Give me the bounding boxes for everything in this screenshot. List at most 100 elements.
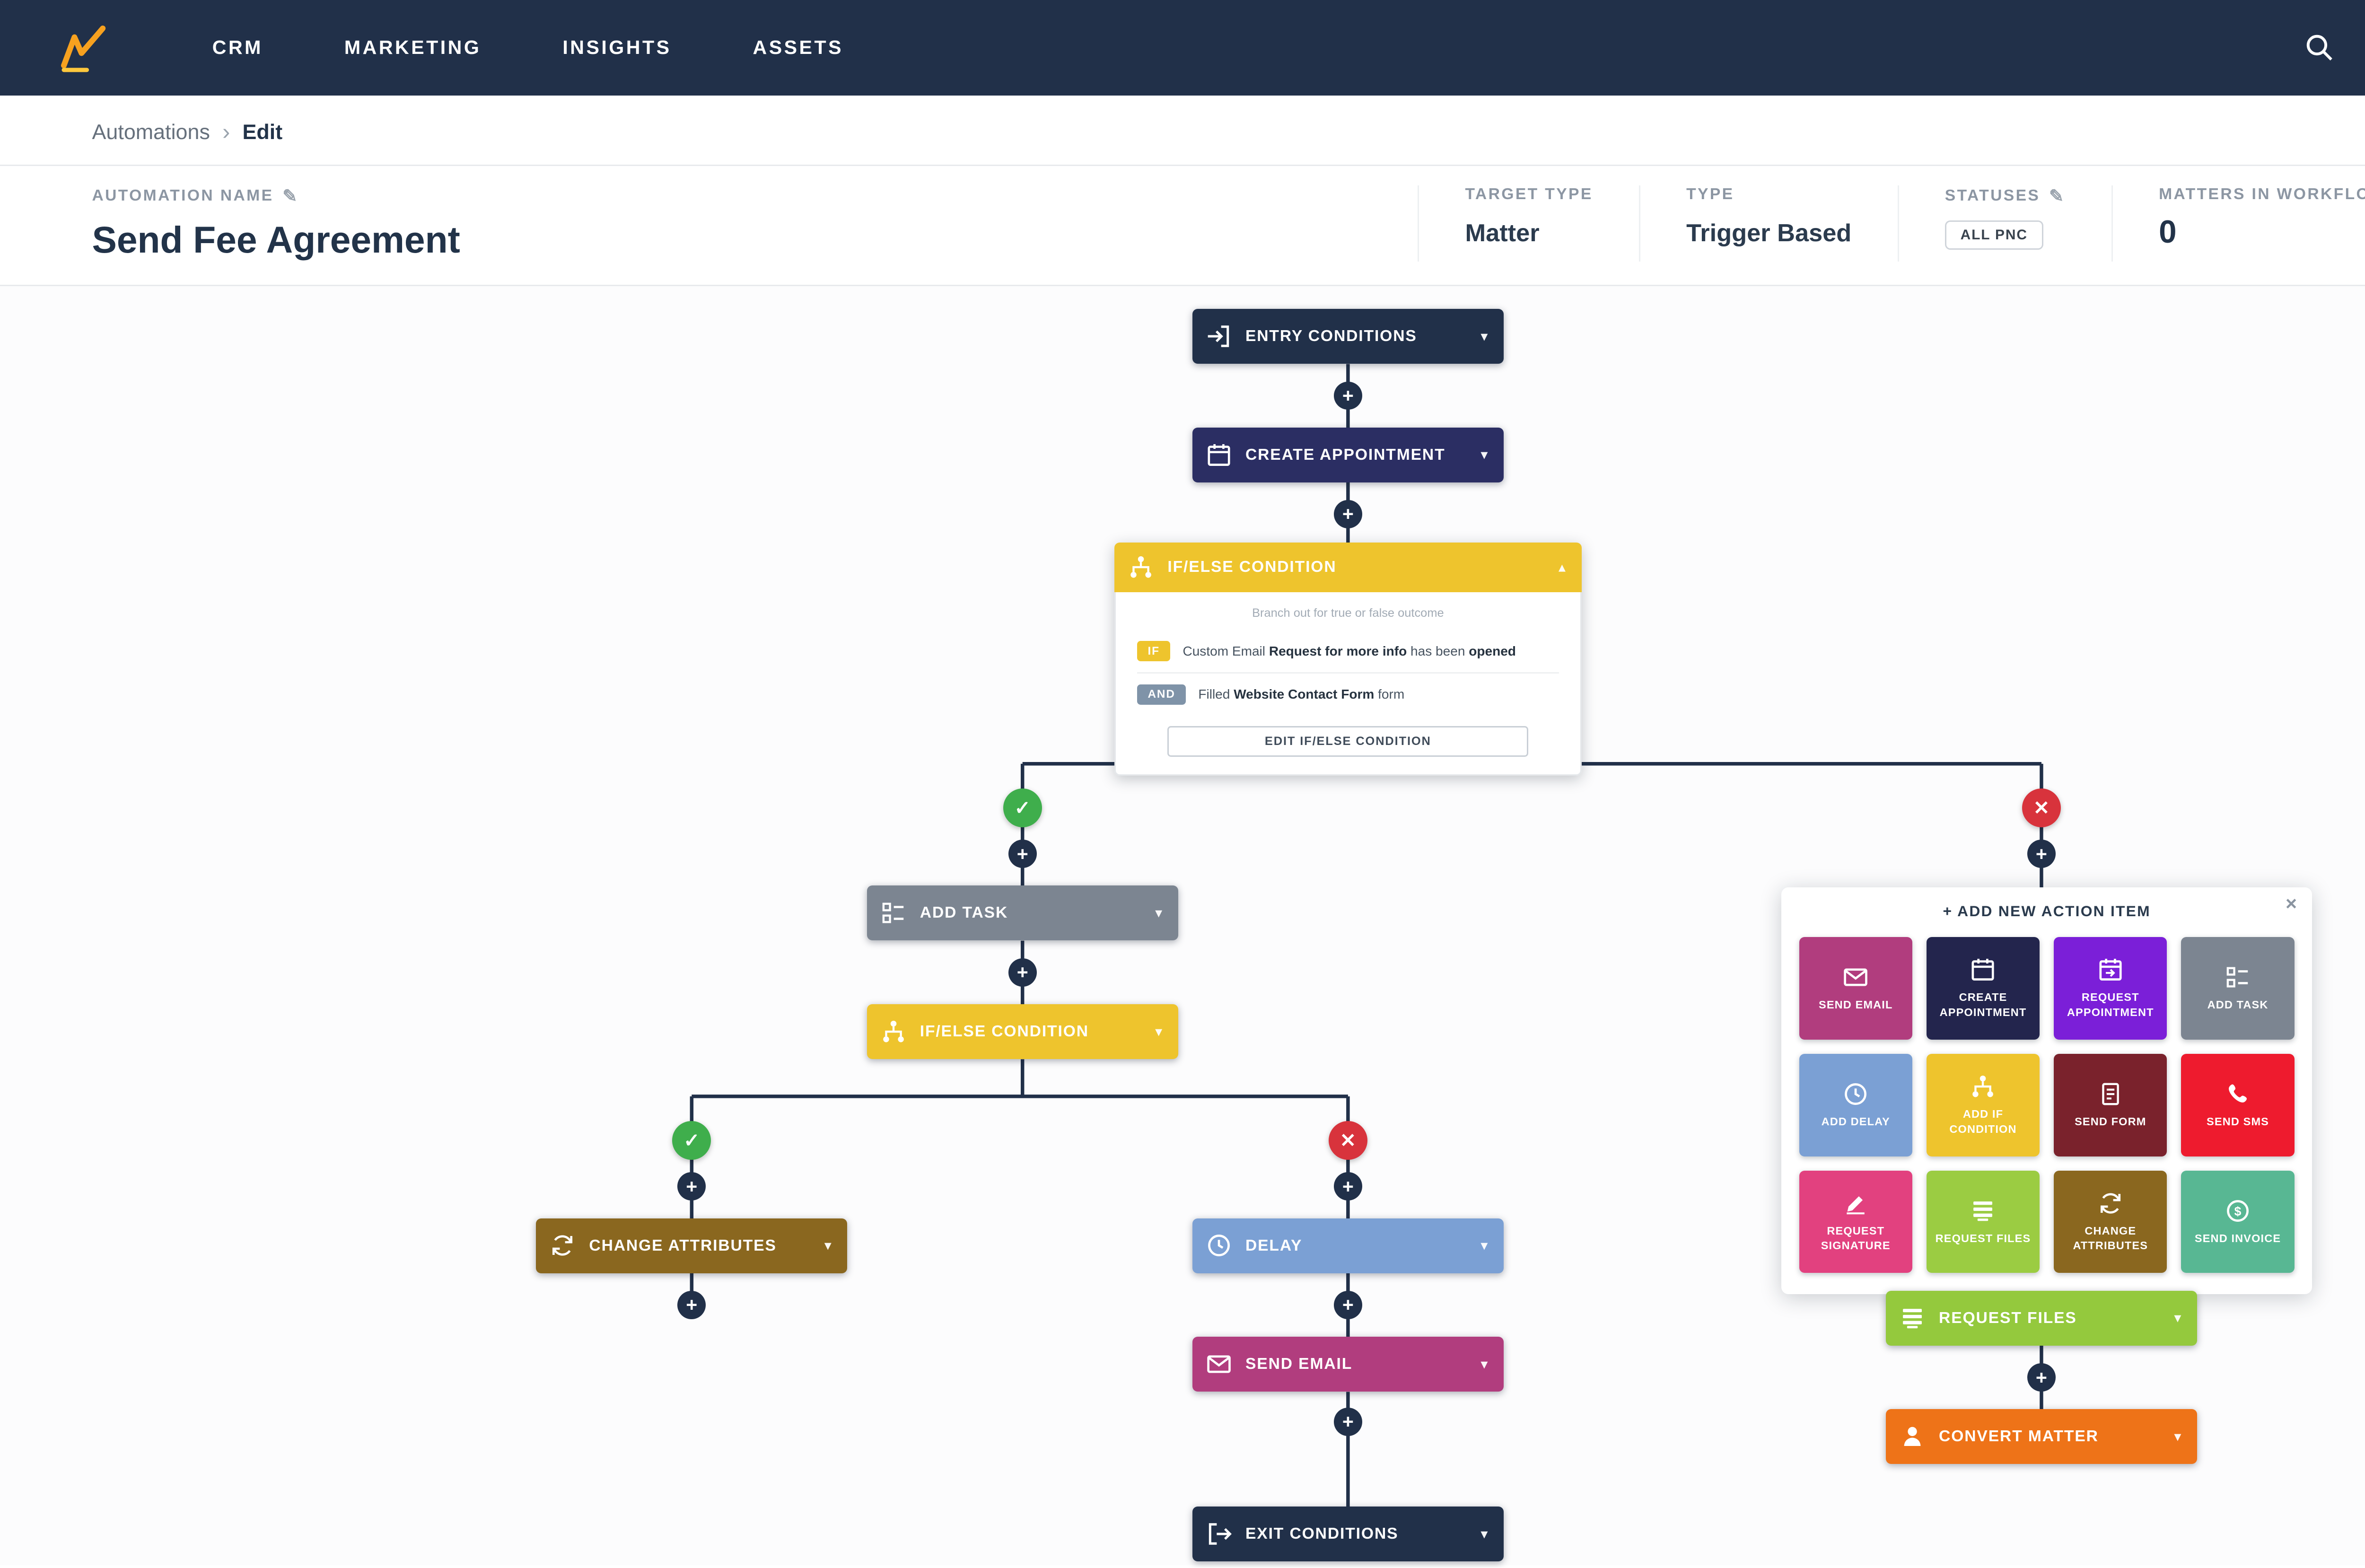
statuses-label: STATUSES xyxy=(1945,186,2041,204)
action-tile-send-sms[interactable]: SEND SMS xyxy=(2181,1053,2295,1156)
node-label: CONVERT MATTER xyxy=(1939,1428,2099,1445)
add-step-button[interactable]: + xyxy=(2027,840,2056,868)
add-step-button[interactable]: + xyxy=(1333,500,1362,528)
add-step-button[interactable]: + xyxy=(2027,1363,2056,1392)
matters-label: MATTERS IN WORKFLOW xyxy=(2159,185,2365,203)
and-badge: AND xyxy=(1137,684,1186,705)
automation-header: AUTOMATION NAME ✎ Send Fee Agreement TAR… xyxy=(0,166,2365,286)
add-step-button[interactable]: + xyxy=(1008,958,1037,987)
sign-out-icon xyxy=(1192,1521,1245,1547)
node-label: ADD TASK xyxy=(920,904,1008,922)
tile-label: SEND FORM xyxy=(2075,1115,2146,1128)
action-tile-send-email[interactable]: SEND EMAIL xyxy=(1799,937,1912,1040)
tile-label: REQUEST APPOINTMENT xyxy=(2067,991,2154,1018)
tile-label: REQUEST FILES xyxy=(1935,1232,2031,1244)
calendar-req-icon xyxy=(2097,956,2124,983)
form-icon xyxy=(2097,1081,2124,1107)
clock-icon xyxy=(1842,1081,1869,1107)
edit-statuses-pencil-icon[interactable]: ✎ xyxy=(2049,185,2066,206)
node-add-task[interactable]: ADD TASK ▾ xyxy=(867,885,1178,941)
node-change-attributes[interactable]: CHANGE ATTRIBUTES ▾ xyxy=(536,1218,848,1273)
node-request-files[interactable]: REQUEST FILES ▾ xyxy=(1885,1290,2198,1346)
node-convert-matter[interactable]: CONVERT MATTER ▾ xyxy=(1885,1409,2198,1464)
caret-down-icon[interactable]: ▾ xyxy=(2174,1428,2181,1445)
node-create-appointment[interactable]: CREATE APPOINTMENT ▾ xyxy=(1192,427,1504,482)
node-entry-conditions[interactable]: ENTRY CONDITIONS ▾ xyxy=(1192,309,1504,364)
breadcrumb-automations[interactable]: Automations xyxy=(92,119,210,144)
caret-down-icon[interactable]: ▾ xyxy=(1480,1356,1488,1372)
branch-icon xyxy=(867,1018,920,1045)
statuses-badge: ALL PNC xyxy=(1945,220,2043,250)
close-icon[interactable]: × xyxy=(2286,893,2298,915)
caret-down-icon[interactable]: ▾ xyxy=(1480,1238,1488,1254)
node-label: EXIT CONDITIONS xyxy=(1245,1525,1399,1543)
edit-name-pencil-icon[interactable]: ✎ xyxy=(282,185,299,206)
search-icon[interactable] xyxy=(2304,32,2335,63)
add-step-button[interactable]: + xyxy=(1333,1172,1362,1201)
add-step-button[interactable]: + xyxy=(1333,381,1362,410)
nav-item-insights[interactable]: INSIGHTS xyxy=(562,36,672,59)
tile-label: CHANGE ATTRIBUTES xyxy=(2073,1224,2148,1252)
add-step-button[interactable]: + xyxy=(1333,1290,1362,1319)
edit-ifelse-button[interactable]: EDIT IF/ELSE CONDITION xyxy=(1167,726,1529,757)
stat-matters: MATTERS IN WORKFLOW 0 xyxy=(2111,185,2365,262)
caret-down-icon[interactable]: ▾ xyxy=(1155,905,1163,921)
add-step-button[interactable]: + xyxy=(677,1172,706,1201)
action-tile-add-if-condition[interactable]: ADD IF CONDITION xyxy=(1926,1053,2040,1156)
nav-item-crm[interactable]: CRM xyxy=(212,36,263,59)
caret-down-icon[interactable]: ▾ xyxy=(2174,1310,2181,1326)
caret-down-icon[interactable]: ▾ xyxy=(1480,328,1488,344)
branch-icon xyxy=(1970,1073,1996,1100)
action-tile-send-invoice[interactable]: SEND INVOICE xyxy=(2181,1170,2295,1273)
add-step-button[interactable]: + xyxy=(1333,1407,1362,1436)
caret-down-icon[interactable]: ▾ xyxy=(1480,447,1488,463)
files-icon xyxy=(1886,1305,1939,1331)
stat-type: TYPE Trigger Based xyxy=(1638,185,1898,262)
caret-down-icon[interactable]: ▾ xyxy=(824,1238,832,1254)
condition-text: Custom Email Request for more info has b… xyxy=(1182,643,1516,658)
nav-item-assets[interactable]: ASSETS xyxy=(753,36,843,59)
action-tile-add-delay[interactable]: ADD DELAY xyxy=(1799,1053,1912,1156)
action-tile-request-signature[interactable]: REQUEST SIGNATURE xyxy=(1799,1170,1912,1273)
automation-name: Send Fee Agreement xyxy=(92,219,460,261)
true-branch-indicator: ✓ xyxy=(1003,788,1042,828)
action-tile-add-task[interactable]: ADD TASK xyxy=(2181,937,2295,1040)
envelope-icon xyxy=(1192,1351,1245,1377)
add-step-button[interactable]: + xyxy=(677,1290,706,1319)
invoice-icon xyxy=(2225,1198,2251,1224)
action-tile-request-files[interactable]: REQUEST FILES xyxy=(1926,1170,2040,1273)
nav-item-marketing[interactable]: MARKETING xyxy=(344,36,482,59)
task-icon xyxy=(2225,964,2251,990)
action-tile-send-form[interactable]: SEND FORM xyxy=(2054,1053,2167,1156)
action-tile-change-attributes[interactable]: CHANGE ATTRIBUTES xyxy=(2054,1170,2167,1273)
stat-statuses: STATUSES ✎ ALL PNC xyxy=(1897,185,2111,262)
tile-label: CREATE APPOINTMENT xyxy=(1939,991,2027,1018)
action-tile-request-appointment[interactable]: REQUEST APPOINTMENT xyxy=(2054,937,2167,1040)
node-ifelse-condition[interactable]: IF/ELSE CONDITION ▾ xyxy=(867,1004,1178,1059)
add-step-button[interactable]: + xyxy=(1008,840,1037,868)
false-branch-indicator: ✕ xyxy=(1328,1121,1367,1160)
main-nav: CRM MARKETING INSIGHTS ASSETS xyxy=(212,36,843,59)
caret-down-icon[interactable]: ▾ xyxy=(1155,1024,1163,1040)
tile-label: ADD IF CONDITION xyxy=(1949,1107,2017,1135)
breadcrumb-current: Edit xyxy=(242,119,283,144)
action-tiles: SEND EMAIL CREATE APPOINTMENT REQUEST APPO… xyxy=(1781,935,2312,1294)
brand-logo-icon[interactable] xyxy=(57,21,110,74)
stat-target-type: TARGET TYPE Matter xyxy=(1418,185,1639,262)
caret-up-icon[interactable]: ▴ xyxy=(1558,559,1566,575)
node-delay[interactable]: DELAY ▾ xyxy=(1192,1218,1504,1273)
ifelse-card-body: Branch out for true or false outcome IF … xyxy=(1114,592,1582,776)
tile-label: SEND SMS xyxy=(2207,1115,2269,1128)
action-tile-create-appointment[interactable]: CREATE APPOINTMENT xyxy=(1926,937,2040,1040)
caret-down-icon[interactable]: ▾ xyxy=(1480,1526,1488,1542)
ifelse-card-header[interactable]: IF/ELSE CONDITION ▴ xyxy=(1114,542,1582,592)
node-send-email[interactable]: SEND EMAIL ▾ xyxy=(1192,1337,1504,1392)
top-navbar: CRM MARKETING INSIGHTS ASSETS + xyxy=(0,0,2365,96)
breadcrumb: Automations › Edit xyxy=(0,96,2365,166)
automation-stats: TARGET TYPE Matter TYPE Trigger Based ST… xyxy=(1418,185,2365,262)
branch-icon xyxy=(1114,554,1167,580)
node-label: IF/ELSE CONDITION xyxy=(1167,558,1337,576)
node-exit-conditions[interactable]: EXIT CONDITIONS ▾ xyxy=(1192,1507,1504,1562)
true-branch-indicator: ✓ xyxy=(672,1121,711,1160)
